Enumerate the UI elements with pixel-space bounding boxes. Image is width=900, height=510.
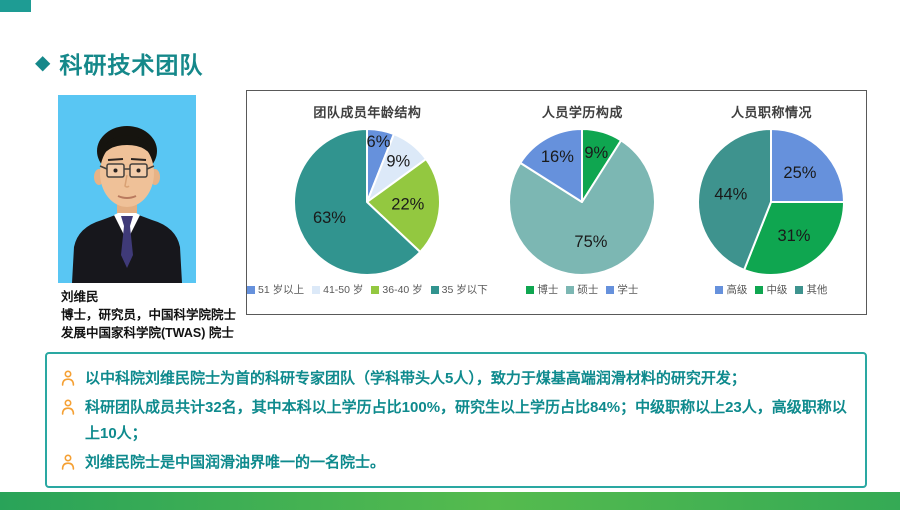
legend-swatch bbox=[715, 285, 724, 294]
page-title: 科研技术团队 bbox=[59, 52, 204, 78]
diamond-bullet-icon: ◆ bbox=[35, 52, 51, 74]
legend-item-博士: 博士 bbox=[526, 282, 558, 297]
photo-face bbox=[100, 139, 154, 207]
corner-accent-bar bbox=[0, 0, 31, 12]
legend-swatch bbox=[526, 285, 535, 294]
pie-education: 9% 75% 16% bbox=[508, 128, 657, 276]
pie-job-title: 25% 31% 44% bbox=[697, 128, 846, 276]
pie-data-label: 16% bbox=[541, 148, 574, 166]
pie-data-label: 25% bbox=[784, 164, 817, 182]
pie-data-label: 63% bbox=[313, 209, 346, 227]
pie-data-label: 9% bbox=[387, 153, 411, 171]
pie-slice-高级 bbox=[770, 128, 846, 203]
person-icon bbox=[61, 399, 75, 415]
pie-slice-35 岁以下 bbox=[293, 128, 422, 276]
chart-title: 人员职称情况 bbox=[730, 105, 812, 120]
charts-panel: 团队成员年龄结构 6% 9% 22% 63% 51 岁以上 41-50 岁 36-40 岁… bbox=[246, 90, 867, 315]
note-item: 刘维民院士是中国润滑油界唯一的一名院士。 bbox=[59, 450, 851, 476]
note-text: 科研团队成员共计32名，其中本科以上学历占比100%，研究生以上学历占比84%；… bbox=[85, 399, 847, 442]
legend-label: 41-50 岁 bbox=[323, 284, 364, 296]
pie-slice-其他 bbox=[697, 128, 773, 271]
profile-caption: 刘维民 博士，研究员，中国科学院院士 发展中国家科学院(TWAS) 院士 bbox=[61, 289, 271, 342]
note-item: 科研团队成员共计32名，其中本科以上学历占比100%，研究生以上学历占比84%；… bbox=[59, 395, 851, 447]
profile-title-line1: 博士，研究员，中国科学院院士 bbox=[61, 307, 237, 322]
legend-swatch bbox=[606, 285, 615, 294]
legend-label: 硕士 bbox=[577, 284, 599, 296]
legend-label: 高级 bbox=[726, 284, 748, 296]
note-text: 刘维民院士是中国润滑油界唯一的一名院士。 bbox=[85, 454, 386, 472]
legend-item-中级: 中级 bbox=[755, 282, 787, 297]
pie-slice-中级 bbox=[743, 201, 846, 276]
pie-slice-36-40 岁 bbox=[366, 158, 442, 253]
pie-data-label: 31% bbox=[778, 227, 811, 245]
pie-chart-age-structure: 团队成员年龄结构 6% 9% 22% 63% 51 岁以上 41-50 岁 36-40 岁… bbox=[247, 91, 488, 314]
legend-label: 其他 bbox=[806, 284, 828, 296]
legend-label: 学士 bbox=[617, 284, 639, 296]
chart-legend: 博士 硕士 学士 bbox=[526, 282, 638, 297]
pie-data-label: 9% bbox=[585, 144, 609, 162]
legend-label: 51 岁以上 bbox=[258, 284, 305, 296]
pie-age-structure: 6% 9% 22% 63% bbox=[293, 128, 442, 276]
legend-label: 博士 bbox=[537, 284, 559, 296]
legend-label: 中级 bbox=[766, 284, 788, 296]
chart-title: 人员学历构成 bbox=[541, 105, 623, 120]
legend-swatch bbox=[795, 285, 804, 294]
legend-swatch bbox=[312, 285, 321, 294]
page-title-row: ◆ 科研技术团队 bbox=[35, 46, 203, 80]
legend-item-51 岁以上: 51 岁以上 bbox=[247, 282, 304, 297]
chart-legend: 高级 中级 其他 bbox=[715, 282, 827, 297]
legend-swatch bbox=[247, 285, 255, 294]
pie-slice-学士 bbox=[519, 128, 584, 203]
legend-swatch bbox=[430, 285, 439, 294]
legend-label: 36-40 岁 bbox=[382, 284, 423, 296]
legend-item-41-50 岁: 41-50 岁 bbox=[312, 282, 363, 297]
bottom-accent-bar bbox=[0, 492, 900, 510]
pie-data-label: 75% bbox=[575, 233, 608, 251]
pie-chart-education: 人员学历构成 9% 75% 16% 博士 硕士 学士 bbox=[488, 91, 677, 314]
note-text: 以中科院刘维民院士为首的科研专家团队（学科带头人5人），致力于煤基高端润滑材料的… bbox=[85, 369, 746, 387]
pie-data-label: 44% bbox=[715, 185, 748, 203]
legend-swatch bbox=[755, 285, 764, 294]
pie-data-label: 6% bbox=[367, 133, 391, 151]
legend-label: 35 岁以下 bbox=[441, 284, 488, 296]
legend-item-高级: 高级 bbox=[715, 282, 747, 297]
note-item: 以中科院刘维民院士为首的科研专家团队（学科带头人5人），致力于煤基高端润滑材料的… bbox=[59, 366, 851, 392]
chart-title: 团队成员年龄结构 bbox=[313, 105, 422, 120]
profile-title-line2: 发展中国家科学院(TWAS) 院士 bbox=[61, 325, 234, 340]
legend-swatch bbox=[566, 285, 575, 294]
pie-slice-硕士 bbox=[508, 139, 657, 276]
photo-tie bbox=[121, 216, 133, 226]
legend-item-35 岁以下: 35 岁以下 bbox=[430, 282, 488, 297]
person-icon bbox=[61, 370, 75, 386]
legend-item-其他: 其他 bbox=[795, 282, 827, 297]
pie-chart-job-title: 人员职称情况 25% 31% 44% 高级 中级 其他 bbox=[677, 91, 866, 314]
notes-box: 以中科院刘维民院士为首的科研专家团队（学科带头人5人），致力于煤基高端润滑材料的… bbox=[45, 352, 867, 488]
profile-name: 刘维民 bbox=[61, 290, 99, 304]
legend-item-36-40 岁: 36-40 岁 bbox=[371, 282, 423, 297]
legend-swatch bbox=[371, 285, 380, 294]
pie-data-label: 22% bbox=[392, 196, 425, 214]
chart-legend: 51 岁以上 41-50 岁 36-40 岁 35 岁以下 bbox=[247, 282, 488, 297]
profile-photo bbox=[58, 95, 196, 283]
legend-item-硕士: 硕士 bbox=[566, 282, 598, 297]
person-icon bbox=[61, 454, 75, 471]
legend-item-学士: 学士 bbox=[606, 282, 638, 297]
